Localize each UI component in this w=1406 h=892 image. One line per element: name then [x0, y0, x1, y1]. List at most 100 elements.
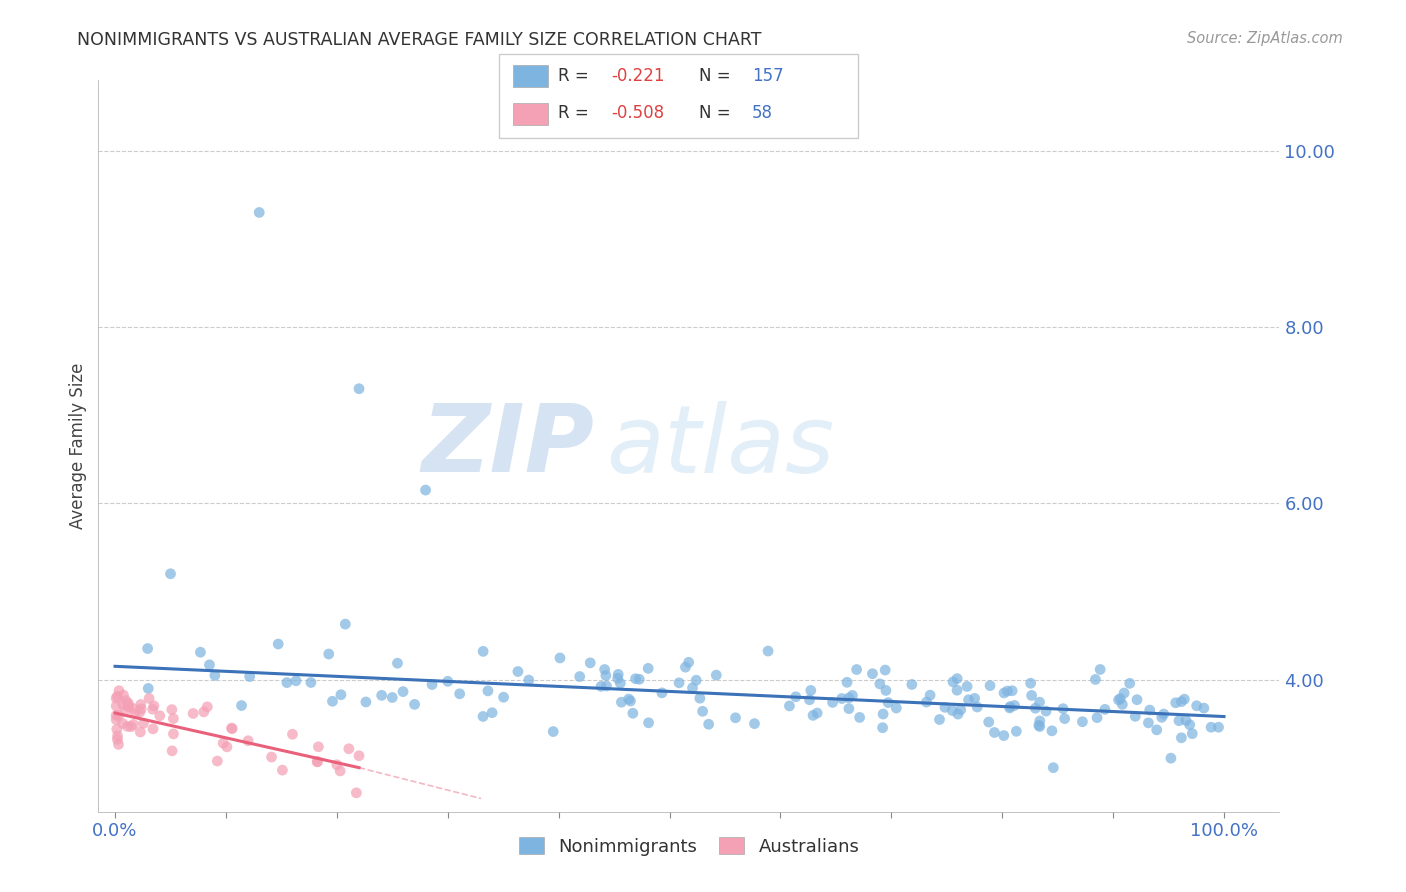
Point: [221, 721, 243, 735]
Point: [685, 673, 707, 688]
Point: [132, 716, 155, 731]
Point: [1028, 719, 1050, 733]
Point: [956, 680, 979, 694]
Point: [778, 698, 800, 713]
Point: [848, 710, 870, 724]
FancyBboxPatch shape: [499, 54, 858, 138]
Text: N =: N =: [699, 104, 735, 122]
Point: [983, 725, 1005, 739]
Point: [1208, 720, 1230, 734]
Point: [579, 656, 602, 670]
Point: [337, 741, 360, 756]
Point: [415, 483, 437, 497]
Point: [1199, 720, 1222, 734]
Point: [966, 700, 988, 714]
FancyBboxPatch shape: [513, 65, 548, 87]
Point: [1019, 676, 1042, 690]
Point: [247, 205, 270, 219]
Point: [107, 708, 129, 723]
Point: [977, 714, 1000, 729]
Point: [347, 382, 370, 396]
Point: [651, 686, 673, 700]
Point: [838, 701, 860, 715]
Point: [239, 669, 262, 683]
Point: [595, 679, 617, 693]
Point: [1150, 710, 1173, 724]
Point: [1042, 761, 1064, 775]
Point: [1173, 692, 1195, 706]
Point: [668, 676, 690, 690]
Point: [347, 748, 370, 763]
Point: [1035, 704, 1057, 718]
Text: atlas: atlas: [606, 401, 835, 491]
Point: [1052, 701, 1074, 715]
Point: [162, 712, 184, 726]
Point: [299, 675, 322, 690]
Point: [957, 692, 980, 706]
Point: [117, 699, 139, 714]
Point: [845, 663, 868, 677]
Point: [117, 719, 139, 733]
Point: [124, 706, 146, 720]
Point: [1185, 698, 1208, 713]
Point: [995, 684, 1018, 698]
Point: [181, 706, 204, 721]
Point: [111, 698, 134, 712]
Point: [901, 677, 924, 691]
Point: [129, 725, 152, 739]
Point: [215, 739, 238, 754]
Point: [318, 647, 340, 661]
Point: [744, 716, 766, 731]
Point: [105, 698, 128, 713]
Text: R =: R =: [558, 67, 595, 85]
Point: [105, 723, 128, 737]
Point: [212, 736, 235, 750]
Point: [593, 663, 616, 677]
Point: [162, 727, 184, 741]
Point: [800, 683, 823, 698]
Point: [193, 705, 215, 719]
Point: [271, 763, 294, 777]
Point: [1029, 714, 1052, 728]
Point: [112, 688, 135, 702]
Point: [915, 695, 938, 709]
Point: [1028, 695, 1050, 709]
Point: [1021, 689, 1043, 703]
Point: [221, 722, 243, 736]
Point: [942, 674, 965, 689]
Point: [1028, 718, 1050, 732]
Point: [285, 673, 308, 688]
Point: [1178, 717, 1201, 731]
Point: [329, 764, 352, 778]
Point: [1040, 723, 1063, 738]
Point: [617, 692, 640, 706]
Point: [1118, 676, 1140, 690]
Point: [928, 713, 950, 727]
Point: [129, 705, 152, 719]
Point: [276, 675, 298, 690]
Point: [875, 683, 897, 698]
Point: [321, 694, 343, 708]
Point: [1005, 724, 1028, 739]
Point: [831, 691, 853, 706]
Text: Source: ZipAtlas.com: Source: ZipAtlas.com: [1187, 31, 1343, 46]
Point: [963, 691, 986, 706]
Point: [862, 666, 884, 681]
Point: [1192, 701, 1215, 715]
Point: [1123, 709, 1146, 723]
Point: [326, 757, 349, 772]
Point: [946, 672, 969, 686]
Point: [568, 669, 591, 683]
Point: [1153, 706, 1175, 721]
Point: [281, 727, 304, 741]
Point: [541, 724, 564, 739]
Point: [1170, 695, 1192, 709]
Point: [207, 754, 229, 768]
Point: [941, 704, 963, 718]
Point: [998, 699, 1021, 714]
Point: [307, 755, 329, 769]
Point: [190, 645, 212, 659]
Point: [107, 732, 129, 747]
Point: [392, 684, 415, 698]
Point: [799, 692, 821, 706]
